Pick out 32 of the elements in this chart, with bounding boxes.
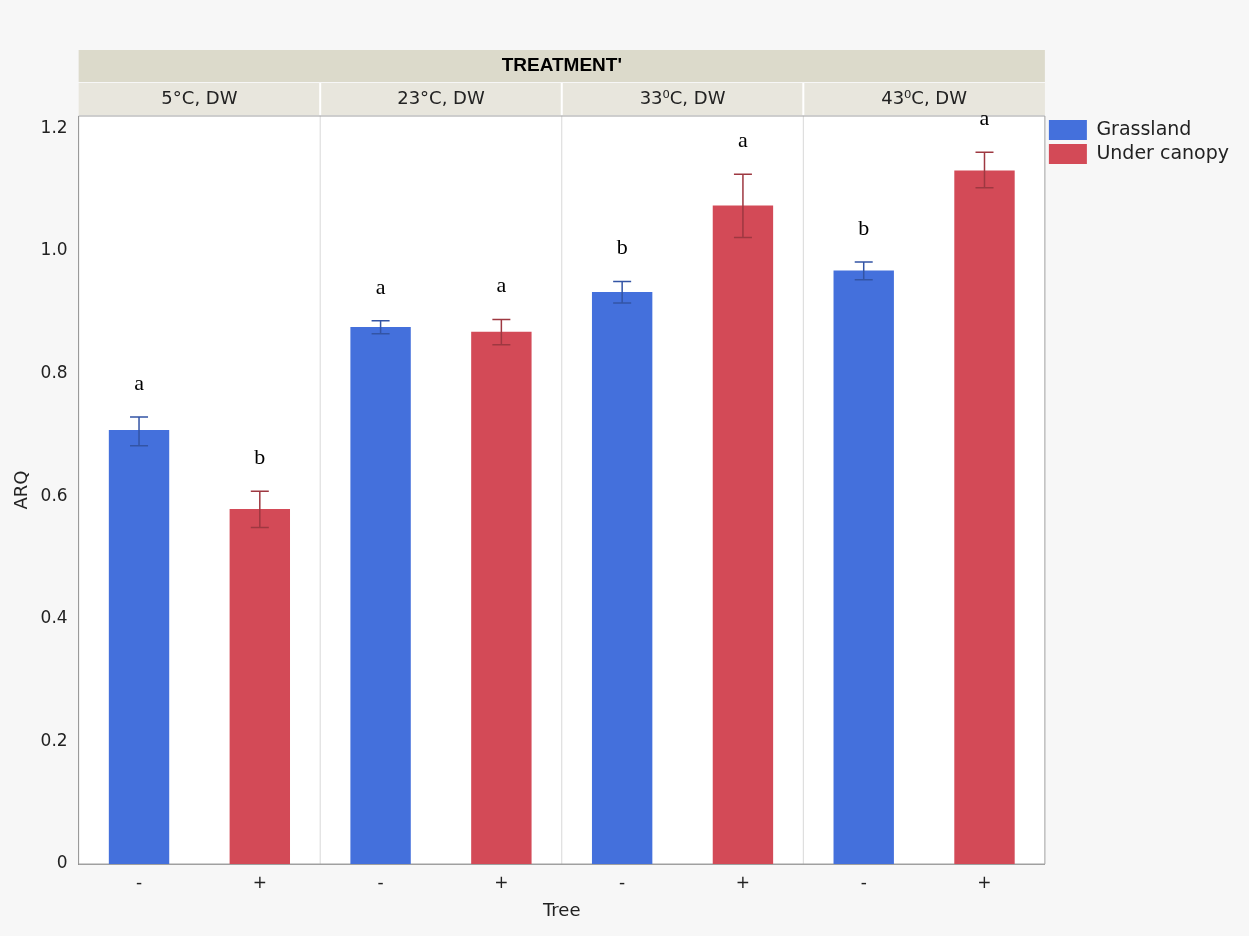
x-tick-label: + <box>977 871 992 892</box>
x-tick-label: - <box>619 871 626 892</box>
annotation: a <box>496 272 507 298</box>
y-tick-label: 0 <box>56 852 68 873</box>
legend-label: Under canopy <box>1096 140 1230 163</box>
x-tick-label: + <box>735 871 751 892</box>
legend-label: Grassland <box>1096 116 1192 139</box>
text: 43⁰C, DW <box>881 86 968 108</box>
y-tick-label: 0.2 <box>40 729 68 750</box>
text: 23°C, DW <box>397 86 485 108</box>
annotation: a <box>738 127 749 153</box>
annotation: b <box>254 444 266 470</box>
text: 5°C, DW <box>161 86 238 108</box>
y-axis-title: ARQ <box>10 470 32 510</box>
annotation: a <box>979 104 990 130</box>
chart-title: TREATMENT' <box>501 54 622 76</box>
x-tick-label: - <box>860 871 867 892</box>
x-axis-title: Tree <box>542 898 581 920</box>
annotation: a <box>375 273 386 299</box>
text: 33⁰C, DW <box>639 86 726 108</box>
y-tick-label: 0.8 <box>40 361 68 382</box>
annotation: a <box>134 369 145 395</box>
x-tick-label: - <box>377 871 384 892</box>
y-tick-label: 0.4 <box>40 607 68 628</box>
x-tick-label: + <box>252 871 267 892</box>
x-tick-label: + <box>494 871 509 892</box>
y-tick-label: 1.0 <box>40 239 68 260</box>
annotation: b <box>858 214 870 240</box>
y-tick-label: 1.2 <box>40 116 68 137</box>
x-tick-label: - <box>135 871 143 892</box>
y-tick-label: 0.6 <box>40 484 68 505</box>
annotation: b <box>616 234 628 260</box>
